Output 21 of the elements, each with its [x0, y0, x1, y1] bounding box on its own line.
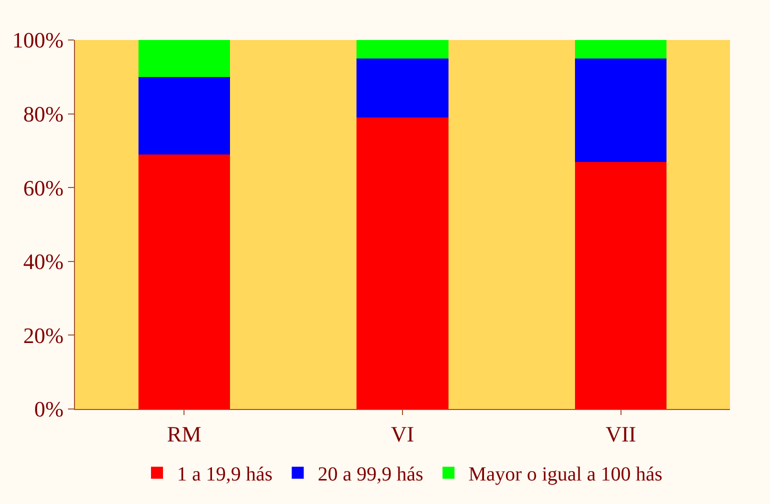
- bar: [138, 76, 230, 154]
- legend-label: 1 a 19,9 hás: [177, 464, 273, 486]
- y-tick-label: 100%: [12, 28, 64, 53]
- legend-label: 20 a 99,9 hás: [318, 464, 424, 486]
- bar: [574, 162, 667, 409]
- y-tick-label: 0%: [34, 396, 64, 422]
- x-tick-label: VI: [390, 421, 414, 446]
- bar: [356, 58, 448, 118]
- bar: [356, 40, 448, 58]
- x-tick-label: VII: [606, 421, 636, 446]
- legend-label: Mayor o igual a 100 hás: [468, 464, 663, 486]
- bar: [574, 58, 667, 162]
- y-tick-label: 60%: [23, 175, 64, 200]
- bar: [138, 154, 230, 409]
- y-tick-label: 20%: [23, 322, 64, 348]
- y-tick-label: 40%: [23, 249, 64, 274]
- bar: [138, 40, 230, 77]
- bar: [356, 117, 448, 409]
- y-tick-label: 80%: [23, 102, 64, 126]
- bar: [574, 40, 667, 58]
- x-tick-label: RM: [167, 421, 202, 446]
